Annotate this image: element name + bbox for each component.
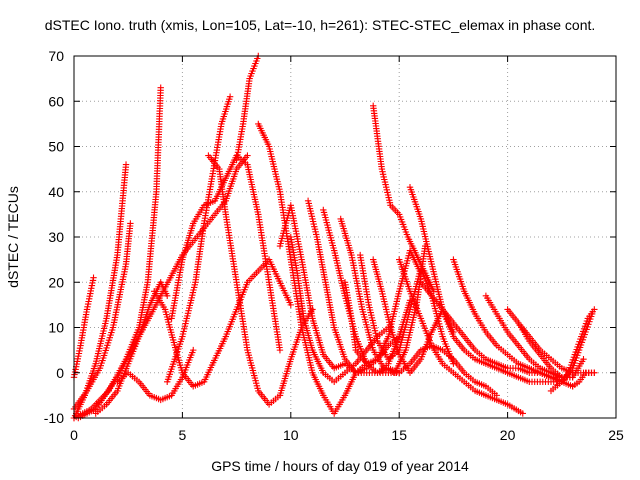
y-tick-label: 20 [48,274,64,290]
series-arc-07 [92,279,171,417]
series-markers [515,319,587,381]
series-arc-33 [569,369,598,390]
x-tick-label: 20 [500,427,516,443]
x-tick-label: 5 [179,427,187,443]
y-tick-label: 30 [48,229,64,245]
axis-ticks: 0 5 10 15 20 25 -10 0 10 20 30 40 50 60 70 [44,48,624,443]
series-markers [276,202,403,376]
y-axis-label: dSTEC / TECUs [5,186,21,288]
x-axis-label: GPS time / hours of day 019 of year 2014 [211,458,469,474]
series-markers [569,369,598,390]
series-markers [547,310,596,395]
chart-title: dSTEC Iono. truth (xmis, Lon=105, Lat=-1… [45,17,596,33]
series-markers [205,152,316,408]
data-marks [70,52,598,422]
y-tick-label: 60 [48,93,64,109]
series-arc-30 [515,319,587,381]
series-markers [304,197,403,376]
series-markers [168,152,284,354]
y-tick-label: 50 [48,139,64,155]
series-arc-27 [450,256,565,381]
series-arc-12 [233,52,262,164]
series-arc-14 [276,202,403,376]
series-markers [255,120,370,417]
series-markers [92,279,171,417]
series-markers [70,220,134,413]
y-tick-label: 0 [56,365,64,381]
x-tick-label: 15 [391,427,407,443]
series-markers [233,52,262,164]
series-markers [450,256,565,381]
y-tick-label: 10 [48,320,64,336]
x-tick-label: 25 [608,427,624,443]
series-markers [374,342,500,399]
y-tick-label: -10 [44,410,64,426]
series-arc-08 [164,93,234,385]
series-arc-09 [168,152,284,354]
series-arc-13 [255,120,370,417]
x-tick-label: 10 [283,427,299,443]
x-tick-label: 0 [70,427,78,443]
series-arc-03 [70,220,134,413]
y-tick-label: 40 [48,184,64,200]
series-arc-11 [205,152,316,408]
y-tick-label: 70 [48,48,64,64]
series-arc-16 [304,197,403,376]
series-arc-24 [374,342,500,399]
series-arc-32 [547,310,596,395]
series-markers [164,93,234,385]
